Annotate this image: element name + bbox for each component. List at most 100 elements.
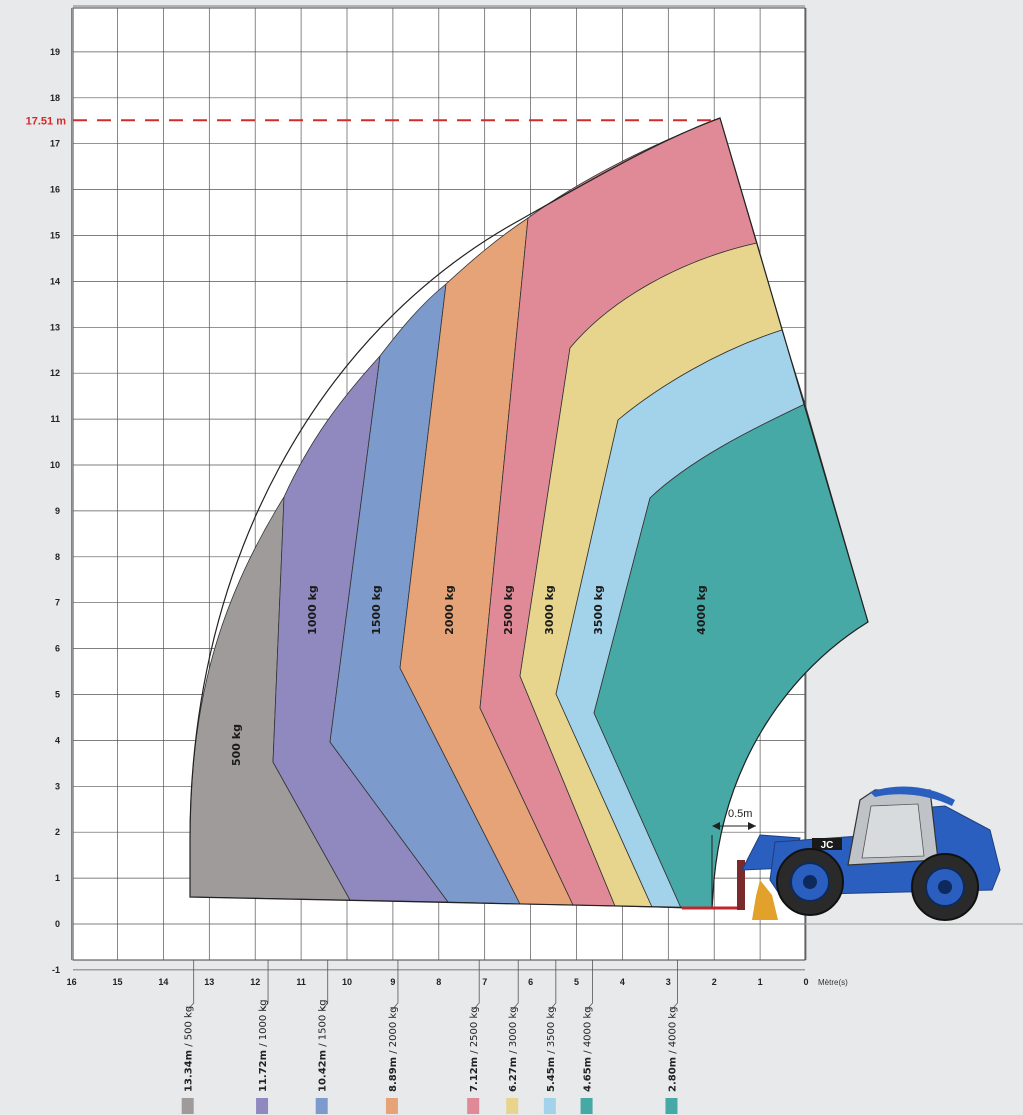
y-tick-label: 6 (55, 644, 60, 654)
x-tick-label: 12 (250, 977, 260, 987)
y-tick-label: 18 (50, 93, 60, 103)
reach-swatch (580, 1098, 593, 1114)
reach-swatch (385, 1098, 398, 1114)
reach-distance: 10.42m (318, 1050, 329, 1092)
telehandler-illustration: 0.5m JC (682, 786, 1001, 921)
reach-markers: 13.34m / 500 kg 11.72m / 1000 kg 10.42m / … (181, 960, 678, 1114)
reach-distance: 8.89m (388, 1057, 399, 1092)
x-tick-label: 10 (342, 977, 352, 987)
y-tick-label: 2 (55, 827, 60, 837)
reach-swatch (315, 1098, 328, 1114)
reach-load: / 3000 kg (508, 1006, 519, 1057)
y-tick-label: 17 (50, 139, 60, 149)
y-tick-label: 19 (50, 47, 60, 57)
x-tick-label: 15 (112, 977, 122, 987)
zone-label: 2500 kg (502, 585, 515, 635)
reach-swatch (467, 1098, 480, 1114)
marker-leader (187, 998, 195, 1011)
cab-roof (870, 786, 955, 806)
reach-load: / 1500 kg (318, 999, 329, 1050)
x-tick-label: 14 (158, 977, 168, 987)
max-height-line: 17.51 m (26, 115, 720, 127)
marker-leader (261, 998, 269, 1011)
reach-distance: 5.45m (546, 1057, 557, 1092)
x-tick-label: 5 (574, 977, 579, 987)
marker-leader (549, 998, 557, 1011)
x-tick-label: 9 (390, 977, 395, 987)
reach-load: / 4000 kg (667, 1006, 678, 1057)
x-axis-ticks: 16 15 14 13 12 11 10 9 8 7 6 5 4 3 2 1 0 Mètre(s) (67, 977, 849, 987)
marker-leader (586, 998, 593, 1011)
reach-distance: 2.80m (667, 1057, 678, 1092)
y-tick-label: 3 (55, 781, 60, 791)
y-tick-label: 10 (50, 460, 60, 470)
zone-label: 4000 kg (695, 585, 708, 635)
x-tick-label: 7 (482, 977, 487, 987)
reach-load: / 3500 kg (546, 1006, 557, 1057)
offset-label: 0.5m (728, 808, 752, 820)
reach-load: / 2000 kg (388, 1006, 399, 1057)
marker-leader (511, 998, 519, 1011)
reach-swatch (543, 1098, 556, 1114)
reach-label: 5.45m / 3500 kg (546, 1006, 557, 1092)
y-tick-label: 9 (55, 506, 60, 516)
max-height-label: 17.51 m (26, 115, 67, 127)
reach-swatch (181, 1098, 194, 1114)
x-tick-label: 1 (758, 977, 763, 987)
reach-swatch (506, 1098, 519, 1114)
stabilizer-leg (752, 880, 778, 920)
zone-label: 1500 kg (370, 585, 383, 635)
x-tick-label: 16 (67, 977, 77, 987)
offset-arrowhead (748, 822, 756, 830)
reach-swatch (256, 1098, 269, 1114)
reach-distance: 7.12m (469, 1057, 480, 1092)
reach-label: 2.80m / 4000 kg (667, 1006, 678, 1092)
reach-label: 8.89m / 2000 kg (388, 1006, 399, 1092)
zone-label: 2000 kg (443, 585, 456, 635)
reach-swatch (665, 1098, 678, 1114)
reach-load: / 500 kg (184, 1006, 195, 1050)
reach-label: 6.27m / 3000 kg (508, 1006, 519, 1092)
x-tick-label: 0 (803, 977, 808, 987)
y-tick-label: 12 (50, 368, 60, 378)
y-tick-label: 14 (50, 276, 60, 286)
y-tick-label: 1 (55, 873, 60, 883)
reach-label: 13.34m / 500 kg (184, 1006, 195, 1092)
marker-leader (472, 998, 480, 1011)
x-tick-label: 11 (296, 977, 306, 987)
y-tick-label: 11 (50, 414, 60, 424)
brand-badge-bg (812, 838, 842, 850)
reach-distance: 13.34m (184, 1050, 195, 1092)
x-tick-label: 3 (666, 977, 671, 987)
reach-distance: 11.72m (258, 1050, 269, 1092)
marker-leader (391, 998, 399, 1011)
zone-label: 3000 kg (543, 585, 556, 635)
y-tick-label: 7 (55, 598, 60, 608)
x-tick-label: 6 (528, 977, 533, 987)
reach-label: 10.42m / 1500 kg (318, 999, 329, 1092)
y-tick-label: 5 (55, 690, 60, 700)
offset-arrowhead (712, 822, 720, 830)
y-tick-label: 13 (50, 322, 60, 332)
reach-label: 11.72m / 1000 kg (258, 999, 269, 1092)
zone-label: 500 kg (230, 724, 243, 766)
wheel-center (803, 875, 817, 889)
x-tick-label: 4 (620, 977, 625, 987)
zone-label: 1000 kg (306, 585, 319, 635)
reach-load: / 1000 kg (258, 999, 269, 1050)
x-axis-unit: Mètre(s) (818, 978, 848, 987)
x-tick-label: 13 (204, 977, 214, 987)
reach-distance: 6.27m (508, 1057, 519, 1092)
zone-label: 3500 kg (592, 585, 605, 635)
y-tick-label: 8 (55, 552, 60, 562)
y-tick-label: 0 (55, 919, 60, 929)
reach-distance: 4.65m (583, 1057, 594, 1092)
marker-leader (671, 998, 678, 1011)
fork-carriage (737, 860, 745, 910)
reach-load: / 2500 kg (469, 1006, 480, 1057)
brand-badge: JC (821, 840, 834, 851)
cab-window (861, 803, 925, 859)
marker-leader (321, 998, 329, 1011)
